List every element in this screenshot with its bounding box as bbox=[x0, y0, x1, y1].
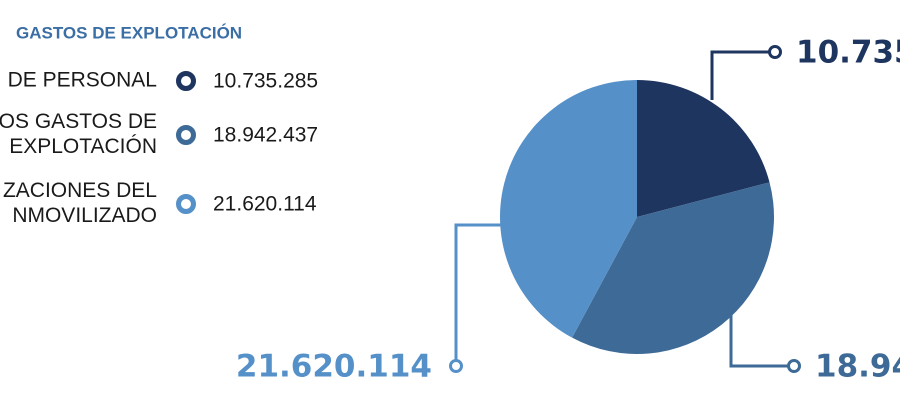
legend-value: 18.942.437 bbox=[213, 124, 318, 147]
legend-marker bbox=[176, 71, 196, 91]
legend-marker bbox=[176, 125, 196, 145]
callout-line bbox=[729, 300, 789, 368]
callout-dot bbox=[787, 359, 801, 373]
legend-value: 21.620.114 bbox=[213, 193, 317, 216]
callout-label: 10.735.285 bbox=[796, 35, 900, 71]
callout-line bbox=[454, 223, 503, 361]
legend-value: 10.735.285 bbox=[213, 70, 318, 93]
legend-label: OS GASTOS DE bbox=[0, 110, 157, 133]
pie-slice bbox=[572, 182, 775, 355]
callout-label: 21.620.114 bbox=[236, 349, 432, 385]
legend-label: NMOVILIZADO bbox=[12, 204, 157, 227]
callout-dot bbox=[449, 359, 463, 373]
legend-label: EXPLOTACIÓN bbox=[9, 135, 157, 158]
legend-label: ZACIONES DEL bbox=[3, 179, 157, 202]
callout-dot bbox=[768, 45, 782, 59]
callout-label: 18.942.437 bbox=[815, 349, 900, 385]
pie-slice bbox=[637, 79, 770, 217]
legend-label: DE PERSONAL bbox=[8, 69, 157, 92]
legend-marker bbox=[176, 194, 196, 214]
chart-title: GASTOS DE EXPLOTACIÓN bbox=[16, 23, 242, 42]
pie-slice bbox=[499, 80, 637, 338]
callout-line bbox=[710, 50, 770, 100]
